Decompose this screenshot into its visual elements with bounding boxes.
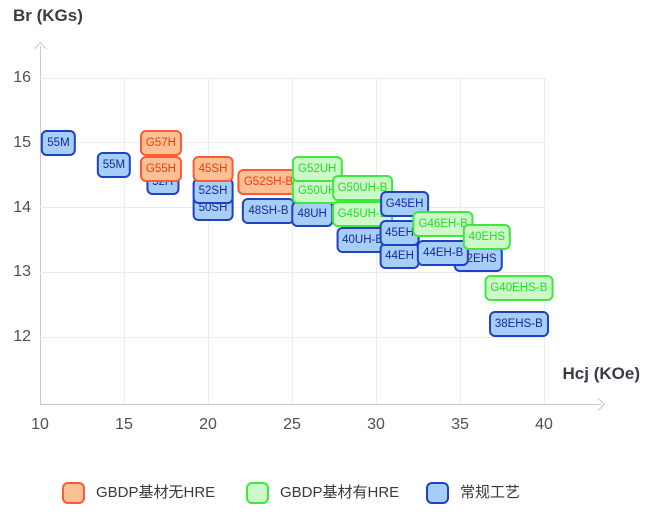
grade-box-55m[interactable]: 55M <box>41 129 76 156</box>
grade-box-g55h[interactable]: G55H <box>139 155 182 182</box>
grade-box-48uh[interactable]: 48UH <box>291 200 333 227</box>
gridline-horizontal <box>40 271 546 273</box>
plot-area: 12131415161015202530354055M55M52HG55HG57… <box>13 42 605 433</box>
y-axis-arrow-icon <box>34 42 47 55</box>
legend-item-conventional[interactable]: 常规工艺 <box>426 481 520 505</box>
x-axis-line <box>40 404 601 405</box>
y-axis-title: Br (KGs) <box>13 6 83 25</box>
x-tick-label: 35 <box>451 416 469 433</box>
y-tick-label: 12 <box>13 328 31 345</box>
y-tick-label: 16 <box>13 69 31 86</box>
legend: GBDP基材无HRE GBDP基材有HRE 常规工艺 <box>0 481 645 509</box>
gridline-horizontal <box>40 336 546 338</box>
gridline-horizontal <box>40 142 546 144</box>
grade-box-38ehs-b[interactable]: 38EHS-B <box>488 311 549 338</box>
legend-swatch-gbdp-no-hre <box>62 482 85 504</box>
y-tick-label: 14 <box>13 198 31 216</box>
grade-box-48sh-b[interactable]: 48SH-B <box>242 197 295 224</box>
x-tick-label: 20 <box>199 416 217 433</box>
grade-box-g40ehs-b[interactable]: G40EHS-B <box>484 275 554 302</box>
legend-swatch-conventional <box>426 482 449 504</box>
grade-box-44eh[interactable]: 44EH <box>379 243 420 270</box>
grade-box-g52uh[interactable]: G52UH <box>292 155 343 182</box>
x-tick-label: 40 <box>535 416 553 433</box>
y-axis-line <box>40 46 41 404</box>
x-tick-label: 30 <box>367 416 385 433</box>
legend-label: 常规工艺 <box>460 484 521 501</box>
legend-item-gbdp-no-hre[interactable]: GBDP基材无HRE <box>62 481 215 505</box>
x-tick-label: 10 <box>31 416 49 433</box>
gridline-horizontal <box>40 77 546 79</box>
legend-label: GBDP基材有HRE <box>280 484 400 501</box>
gridline-vertical <box>123 78 125 404</box>
gridline-vertical <box>207 78 209 404</box>
gridline-vertical <box>291 78 293 404</box>
grade-box-g46eh-b[interactable]: G46EH-B <box>412 210 474 237</box>
y-tick-label: 15 <box>13 133 31 151</box>
gridline-vertical <box>543 78 545 404</box>
x-tick-label: 25 <box>283 416 301 433</box>
grade-box-g57h[interactable]: G57H <box>139 129 182 156</box>
grade-box-g52sh-b[interactable]: G52SH-B <box>237 168 300 195</box>
grade-box-55m[interactable]: 55M <box>96 152 132 179</box>
x-axis-arrow-icon <box>592 398 605 411</box>
legend-swatch-gbdp-hre <box>246 482 269 504</box>
grade-box-44eh-b[interactable]: 44EH-B <box>417 239 470 266</box>
grade-box-45sh[interactable]: 45SH <box>192 155 234 182</box>
grade-box-40ehs[interactable]: 40EHS <box>462 223 512 250</box>
legend-item-gbdp-hre[interactable]: GBDP基材有HRE <box>246 481 399 505</box>
x-tick-label: 15 <box>115 416 133 433</box>
grade-box-52sh[interactable]: 52SH <box>192 178 234 205</box>
legend-label: GBDP基材无HRE <box>96 484 216 501</box>
grade-box-g50uh-b[interactable]: G50UH-B <box>331 175 394 202</box>
x-axis-title: Hcj (KOe) <box>562 364 640 383</box>
y-tick-label: 13 <box>13 263 31 281</box>
